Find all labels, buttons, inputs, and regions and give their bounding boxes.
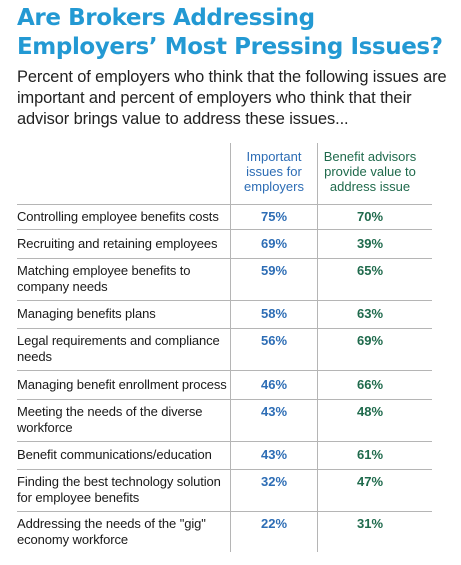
row-rule (17, 229, 432, 230)
column-header-important: Important issues for employers (244, 149, 304, 194)
table-row: Legal requirements and compliance needs 5… (0, 328, 461, 370)
row-rule (17, 511, 432, 512)
row-rule (17, 469, 432, 470)
issue-label: Benefit communications/education (17, 447, 212, 462)
issue-label: Addressing the needs of the "gig" econom… (17, 516, 206, 547)
row-rule (17, 399, 432, 400)
advisor-value: 70% (356, 209, 384, 224)
table-row: Meeting the needs of the diverse workfor… (0, 399, 461, 441)
row-rule (17, 328, 432, 329)
important-value: 56% (260, 333, 288, 348)
advisor-value: 31% (356, 516, 384, 531)
advisor-value: 63% (356, 306, 384, 321)
table-row: Managing benefit enrollment process 46% 66… (0, 370, 461, 399)
important-value: 69% (260, 236, 288, 251)
advisor-value: 47% (356, 474, 384, 489)
issue-label: Managing benefits plans (17, 306, 156, 321)
advisor-value: 39% (356, 236, 384, 251)
table-row: Addressing the needs of the "gig" econom… (0, 511, 461, 553)
advisor-value: 65% (356, 263, 384, 278)
table-row: Matching employee benefits to company ne… (0, 258, 461, 300)
important-value: 46% (260, 377, 288, 392)
row-rule (17, 441, 432, 442)
issue-label: Finding the best technology solution for… (17, 474, 221, 505)
table-row: Recruiting and retaining employees 69% 39% (0, 229, 461, 258)
row-rule (17, 300, 432, 301)
chart-title: Are Brokers Addressing Employers’ Most P… (17, 5, 443, 60)
issue-label: Recruiting and retaining employees (17, 236, 218, 251)
important-value: 59% (260, 263, 288, 278)
table-row: Controlling employee benefits costs 75% 70… (0, 204, 461, 229)
important-value: 32% (260, 474, 288, 489)
advisor-value: 48% (356, 404, 384, 419)
important-value: 22% (260, 516, 288, 531)
row-rule (17, 258, 432, 259)
advisor-value: 69% (356, 333, 384, 348)
advisor-value: 61% (356, 447, 384, 462)
table-row: Finding the best technology solution for… (0, 469, 461, 511)
column-header-advisor: Benefit advisors provide value to addres… (323, 149, 417, 194)
issue-label: Managing benefit enrollment process (17, 377, 227, 392)
issue-label: Meeting the needs of the diverse workfor… (17, 404, 203, 435)
column-divider-right (317, 143, 318, 552)
table-row: Managing benefits plans 58% 63% (0, 300, 461, 328)
issue-label: Controlling employee benefits costs (17, 209, 219, 224)
chart-subtitle: Percent of employers who think that the … (17, 68, 447, 128)
column-divider-left (230, 143, 231, 552)
important-value: 75% (260, 209, 288, 224)
issue-label: Matching employee benefits to company ne… (17, 263, 191, 294)
advisor-value: 66% (356, 377, 384, 392)
header-rule (17, 204, 432, 205)
table-row: Benefit communications/education 43% 61% (0, 441, 461, 469)
issue-label: Legal requirements and compliance needs (17, 333, 220, 364)
row-rule (17, 370, 432, 371)
important-value: 43% (260, 447, 288, 462)
important-value: 58% (260, 306, 288, 321)
important-value: 43% (260, 404, 288, 419)
